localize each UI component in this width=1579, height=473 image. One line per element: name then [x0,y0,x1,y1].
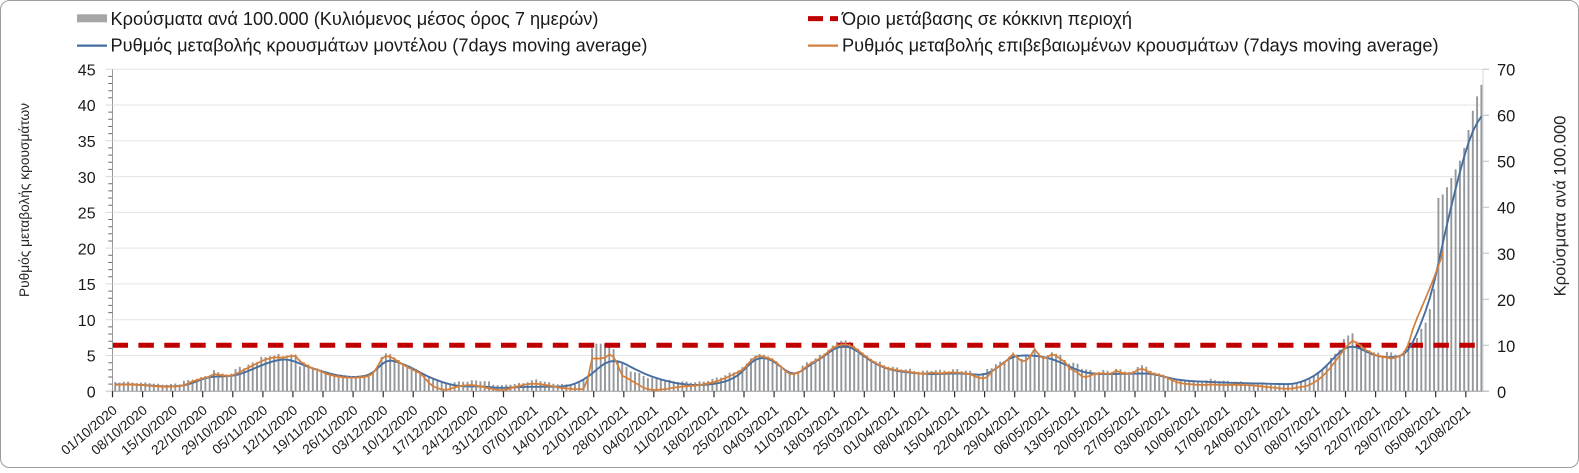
svg-text:40: 40 [78,98,96,115]
svg-text:45: 45 [78,62,96,79]
svg-text:10: 10 [78,313,96,330]
svg-text:30: 30 [1497,246,1515,264]
svg-text:30: 30 [78,170,96,187]
svg-text:35: 35 [78,134,96,151]
svg-text:Ρυθμός μεταβολής κρουσμάτων: Ρυθμός μεταβολής κρουσμάτων [17,103,32,297]
svg-text:60: 60 [1497,108,1515,126]
svg-text:15: 15 [78,277,96,294]
svg-text:25: 25 [78,206,96,223]
svg-text:5: 5 [87,349,96,366]
svg-text:20: 20 [78,241,96,258]
svg-text:70: 70 [1497,62,1515,80]
svg-text:20: 20 [1497,292,1515,310]
svg-text:10: 10 [1497,338,1515,356]
svg-text:Όριο μετάβασης σε κόκκινη περι: Όριο μετάβασης σε κόκκινη περιοχή [841,9,1132,29]
svg-text:Κρούσματα ανά 100.000: Κρούσματα ανά 100.000 [1551,116,1570,297]
svg-text:0: 0 [87,385,96,402]
svg-text:50: 50 [1497,154,1515,172]
svg-text:Ρυθμός μεταβολής επιβεβαιωμένω: Ρυθμός μεταβολής επιβεβαιωμένων κρουσμάτ… [842,36,1439,56]
svg-text:Ρυθμός μεταβολής κρουσμάτων μο: Ρυθμός μεταβολής κρουσμάτων μοντέλου (7d… [111,36,648,56]
svg-text:40: 40 [1497,200,1515,218]
svg-text:Κρούσματα ανά 100.000 (Κυλιόμε: Κρούσματα ανά 100.000 (Κυλιόμενος μέσος … [111,9,599,29]
svg-text:0: 0 [1497,384,1506,402]
